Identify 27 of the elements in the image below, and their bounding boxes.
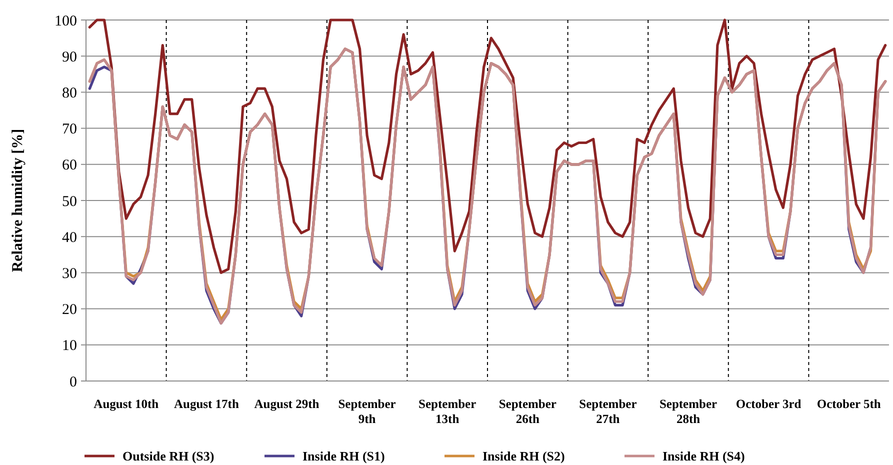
y-tick-label: 10	[62, 338, 77, 354]
x-tick-label: August 17th	[174, 397, 239, 411]
y-tick-label: 60	[62, 158, 77, 174]
line-series	[88, 18, 887, 274]
x-tick-label: September 28th	[659, 397, 718, 426]
x-tick-label: October 3rd	[736, 397, 802, 411]
legend-label: Outside RH (S3)	[122, 448, 214, 464]
x-tick-label: September 13th	[418, 397, 477, 426]
y-tick-label: 20	[62, 302, 77, 318]
legend-label: Inside RH (S4)	[662, 448, 745, 464]
x-tick-label: October 5th	[816, 397, 881, 411]
y-tick-label: 0	[70, 374, 77, 390]
x-tick-label: August 29th	[254, 397, 320, 411]
y-tick-label: 30	[62, 266, 77, 282]
y-tick-label: 100	[54, 13, 77, 30]
y-tick-label: 50	[62, 194, 77, 210]
x-tick-label: September 26th	[498, 397, 557, 426]
x-tick-label: September 9th	[338, 397, 396, 426]
legend-label: Inside RH (S2)	[482, 448, 565, 464]
y-tick-label: 40	[62, 230, 77, 246]
x-tick-label: September 27th	[579, 397, 638, 426]
legend-label: Inside RH (S1)	[302, 448, 385, 464]
x-tick-label: August 10th	[94, 397, 159, 411]
y-tick-label: 80	[62, 85, 77, 102]
y-tick-label: 70	[62, 122, 77, 138]
y-axis-title: Relative humidity [%]	[10, 128, 26, 272]
y-tick-label: 90	[62, 49, 77, 66]
